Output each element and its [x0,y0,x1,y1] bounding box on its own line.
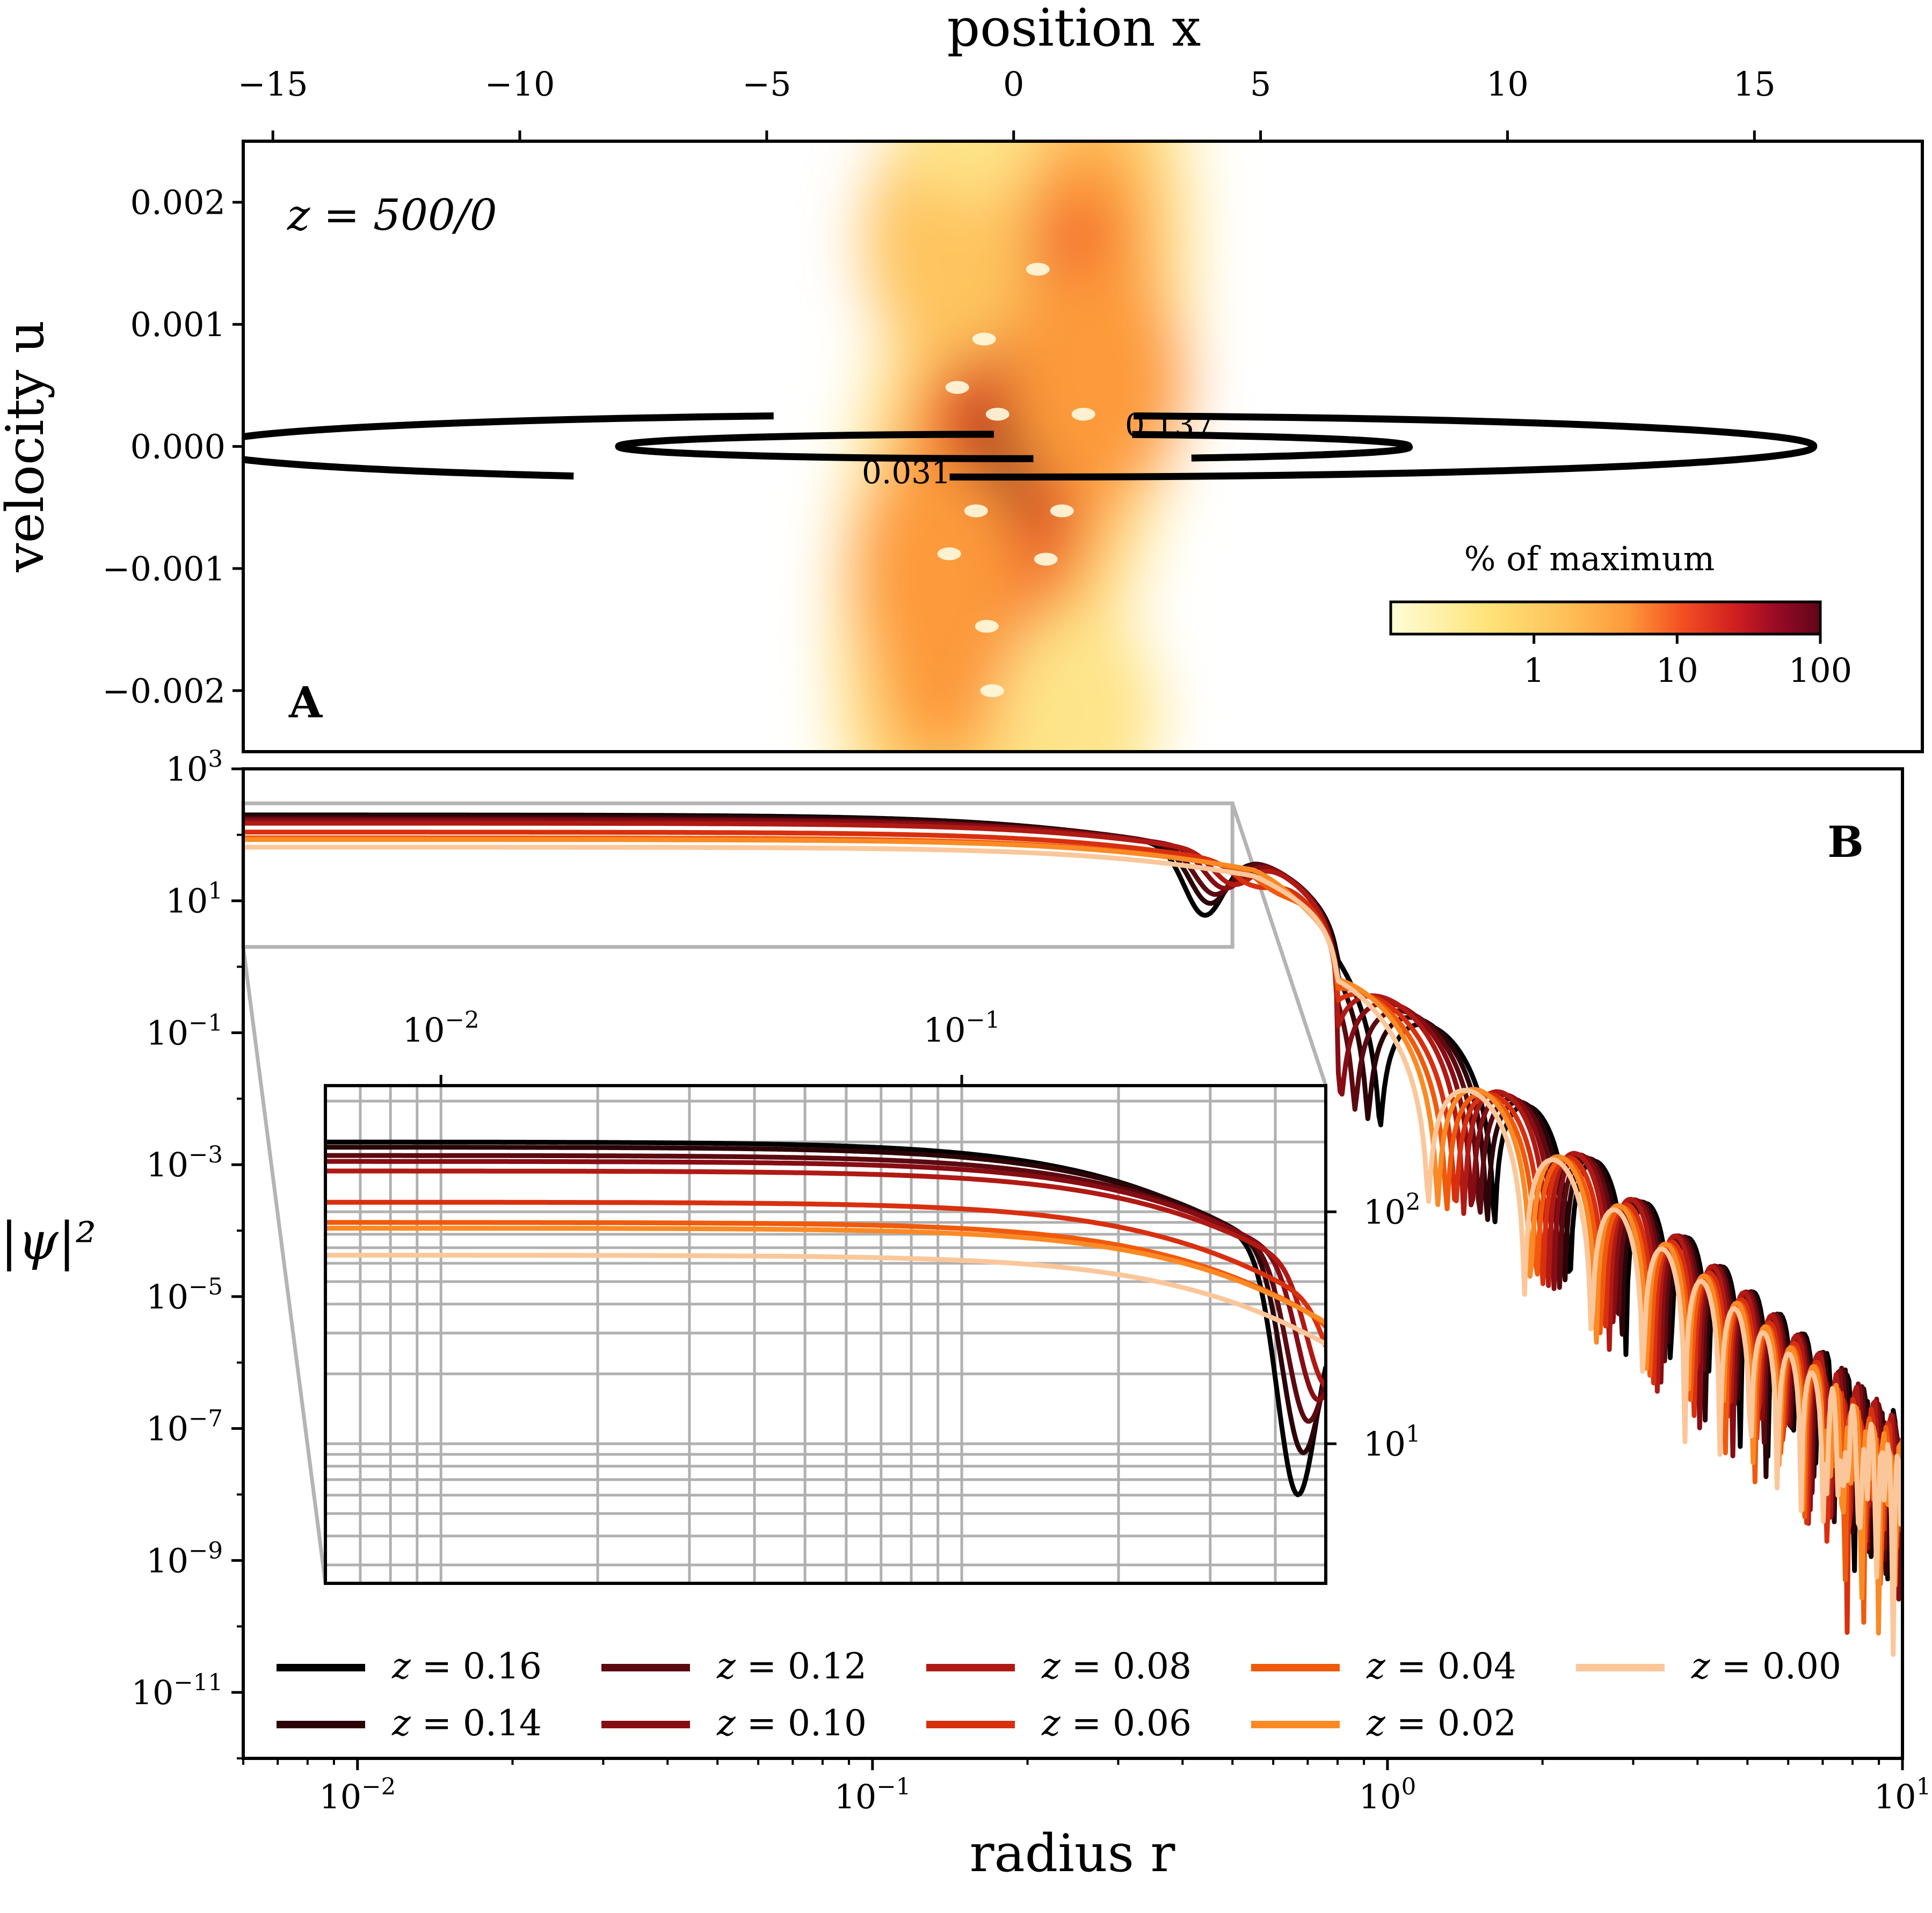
x-tick-label: 5 [1250,64,1271,104]
x-tick-label: 0 [1003,64,1024,104]
x-tick-label: 10 [1486,64,1529,104]
heatmap-hotspot [1034,552,1058,566]
colorbar-tick-label: 100 [1789,651,1852,690]
heatmap-hotspot [964,504,988,518]
x-tick-label: 100 [1359,1773,1417,1816]
contour-label-0137: 0.137 [1125,407,1214,443]
panel-b-frame [242,767,1904,1760]
legend-label: z = 0.04 [1366,1646,1516,1687]
heatmap-hotspot [1071,408,1095,421]
legend-label: z = 0.08 [1041,1646,1192,1687]
panel-a-y-ticks: 0.002 0.001 0.000 −0.001 −0.002 [103,183,243,710]
series-line-008 [243,820,1902,1534]
panel-b-curves [243,812,1902,1657]
legend: z = 0.16 z = 0.14 z = 0.12 z = 0.10 z = 0.08… [277,1646,1841,1744]
panel-b-x-label: radius r [970,1823,1175,1883]
y-tick-label: 0.002 [130,183,226,222]
legend-label: z = 0.14 [391,1703,542,1744]
y-tick-label: 10−11 [132,1669,223,1712]
heatmap-hotspot [975,620,999,633]
series-line-000 [243,845,1902,1657]
heatmap-hotspot [945,381,969,394]
y-tick-label: 101 [165,878,223,921]
colorbar-gradient [1389,600,1822,636]
panel-b-y-label: |ψ|² [1,1211,96,1271]
y-tick-label: 10−1 [146,1009,223,1052]
contour-lines [243,412,1818,481]
heatmap-hotspot [985,408,1009,421]
y-tick-label: −0.001 [103,549,226,588]
inset-curves [325,1139,1326,1497]
colorbar-tick-label: 10 [1656,651,1698,690]
legend-label: z = 0.00 [1691,1646,1841,1687]
heatmap-lobe [1003,258,1186,506]
inset-series-line [325,1199,1326,1347]
x-tick-label: −5 [742,64,791,104]
legend-label: z = 0.12 [716,1646,867,1687]
density-heatmap [829,141,1199,752]
inset-y-tick-label: 102 [1363,1189,1421,1232]
y-tick-label: 0.000 [130,427,226,467]
top-axis-label: position x [947,0,1201,58]
legend-label: z = 0.06 [1041,1703,1192,1744]
inset-series-line [325,1220,1326,1329]
y-tick-label: 10−9 [146,1537,223,1580]
inset-series-line [325,1253,1326,1347]
x-tick-label: 10−1 [834,1773,911,1816]
colorbar-title: % of maximum [1464,539,1715,578]
y-tick-label: 10−7 [146,1406,223,1449]
zoom-connector [1230,803,1328,1087]
colorbar-tick-label: 1 [1523,651,1544,690]
inset-frame [324,1084,1327,1585]
y-tick-label: −0.002 [103,671,226,710]
heatmap-hotspot [937,547,961,561]
y-tick-label: 103 [165,746,223,789]
legend-label: z = 0.10 [716,1703,867,1744]
x-tick-label: 101 [1874,1773,1931,1816]
panel-a-y-label: velocity u [0,320,55,572]
inset-y-tick-label: 101 [1363,1421,1421,1464]
heatmap-lobe [997,607,1159,752]
legend-label: z = 0.16 [391,1646,542,1687]
inset-series-line [325,1145,1326,1456]
heatmap-hotspot [972,332,996,346]
zoom-connector [241,947,328,1584]
inset-series-line [325,1226,1326,1325]
inset-x-tick-label: 10−2 [403,1007,480,1050]
x-tick-label: 10−2 [319,1773,396,1816]
x-tick-label: 15 [1733,64,1776,104]
panel-a-x-ticks: −15 −10 −5 0 5 10 15 [238,64,1776,141]
contour-0031 [615,431,1413,462]
x-tick-label: −10 [485,64,555,104]
inset-background [325,1086,1326,1583]
legend-label: z = 0.02 [1366,1703,1516,1744]
panel-b-ticks: 10−2 10−1 100 101 103 101 10−1 10−3 10−5 10−7 10−9… [132,746,1931,1816]
heatmap-hotspot [1026,263,1050,276]
y-tick-label: 10−3 [146,1141,223,1184]
panel-a: position x velocity u 0.137 0.031 −15 −10… [0,0,1924,753]
y-tick-label: 0.001 [130,305,226,344]
contour-label-0031: 0.031 [862,454,951,491]
panel-b-label: B [1827,817,1864,867]
contour-0137 [243,412,1818,481]
heatmap-lobe [899,141,1042,200]
heatmap-lobe [863,141,1035,366]
inset-grid [325,1086,1326,1583]
inset-series-line [325,1168,1326,1388]
y-tick-label: 10−5 [146,1274,223,1316]
heatmap-hotspot [1050,504,1074,518]
inset-axes: 10−2 10−1 102 101 [324,1007,1421,1585]
series-line-002 [243,837,1902,1636]
panel-b: 10−2 10−1 100 101 103 101 10−1 10−3 10−5 10−7 10−9… [1,746,1931,1883]
panel-a-label: A [288,677,323,728]
inset-x-tick-label: 10−1 [924,1007,1000,1050]
heatmap-hotspot [980,684,1004,697]
inset-series-line [325,1159,1326,1402]
inset-ticks: 10−2 10−1 102 101 [403,1007,1421,1464]
series-line-006 [243,830,1902,1635]
colorbar: % of maximum 1 10 100 [1389,539,1852,690]
x-tick-label: −15 [238,64,308,104]
z-annotation: z = 500/0 [287,190,497,240]
